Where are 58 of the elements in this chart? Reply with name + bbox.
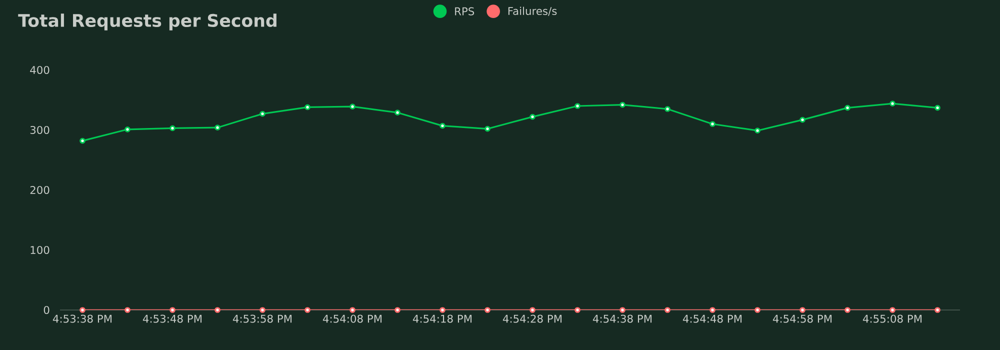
x-tick-label: 4:54:18 PM [412,314,472,323]
x-tick-label: 4:54:48 PM [682,314,742,323]
point [620,102,626,108]
point [890,100,896,107]
point [934,104,940,111]
point [530,114,536,120]
point [530,307,536,313]
y-tick-label: 300 [30,126,50,134]
point [394,307,400,313]
point [934,307,940,313]
point [620,307,626,313]
y-tick-label: 100 [30,246,50,254]
point [574,103,580,109]
point [170,125,176,132]
point [664,307,670,313]
point [890,307,896,313]
x-tick-label: 4:54:58 PM [772,314,832,323]
y-tick-label: 200 [30,186,50,194]
point [124,126,130,132]
point [710,121,716,127]
x-tick-label: 4:54:38 PM [592,314,652,323]
x-tick-label: 4:55:08 PM [862,314,922,323]
point [260,110,266,117]
point [214,307,220,313]
y-tick-label: 0 [44,306,50,314]
point [664,106,670,112]
x-tick-label: 4:53:58 PM [232,314,292,323]
point [800,116,806,123]
x-tick-label: 4:53:48 PM [142,314,202,323]
y-tick-label: 400 [30,66,50,74]
point [394,110,400,116]
point [80,307,86,313]
point [170,307,176,313]
point [754,128,760,134]
point [800,307,806,313]
point [260,307,266,313]
point [484,307,490,313]
x-tick-label: 4:53:38 PM [52,314,112,323]
point [844,104,850,111]
x-tick-label: 4:54:28 PM [502,314,562,323]
legend-label: Failures/s [508,6,557,16]
x-tick-label: 4:54:08 PM [322,314,382,323]
point [754,307,760,313]
point [440,307,446,313]
point [304,104,310,110]
legend-label: RPS [455,7,474,16]
point [440,122,446,129]
point [80,138,86,144]
point [124,307,130,313]
point [710,307,716,313]
point [574,307,580,313]
point [214,124,220,131]
point [484,126,490,132]
chart-title: Total Requests per Second [18,14,276,30]
point [350,104,356,110]
point [844,307,850,313]
point [350,307,356,313]
point [304,307,310,313]
